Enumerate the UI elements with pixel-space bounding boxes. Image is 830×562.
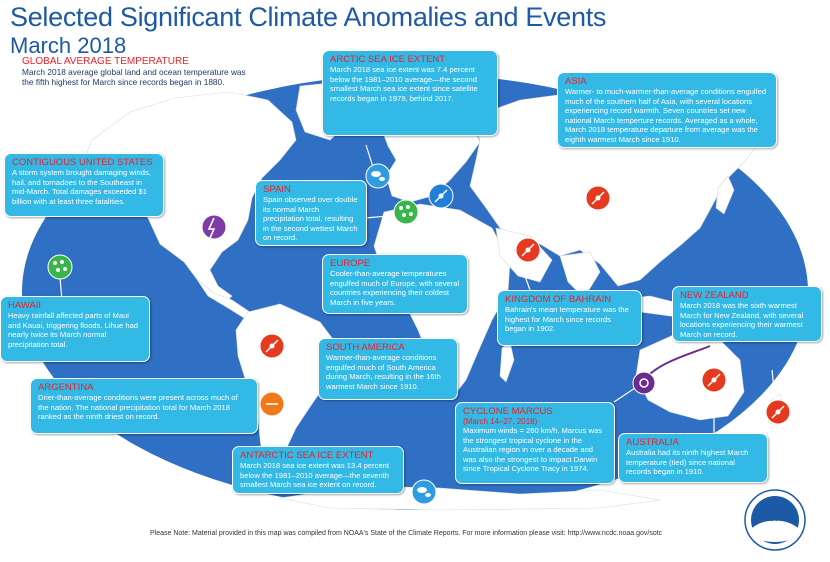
argentina-text: Drier-than-average conditions were prese… <box>38 393 238 422</box>
argentina-title: ARGENTINA <box>38 382 94 393</box>
sea-ice-icon <box>411 479 437 505</box>
warm-temperature-icon <box>515 237 541 263</box>
cyclone-marcus-text: Maximum winds = 260 km/h. Marcus was the… <box>463 426 603 474</box>
asia-callout: ASIA Warmer- to much-warmer-than-average… <box>557 72 777 148</box>
severe-storm-icon <box>201 214 227 240</box>
spain-title: SPAIN <box>263 184 291 195</box>
south-america-callout: SOUTH AMERICA Warmer-than-average condit… <box>318 338 458 400</box>
japan-land <box>715 175 735 215</box>
asia-text: Warmer- to much-warmer-than-average cond… <box>565 87 767 144</box>
hawaii-title: HAWAII <box>8 300 42 311</box>
noaa-logo-text: NOAA <box>761 513 789 523</box>
bahrain-callout: KINGDOM OF BAHRAIN Bahrain's mean temper… <box>497 290 642 346</box>
noaa-logo <box>744 489 806 551</box>
spain-callout: SPAIN Spain observed over double its nor… <box>255 180 367 246</box>
map-title: Selected Significant Climate Anomalies a… <box>10 2 607 32</box>
cyclone-marcus-callout: CYCLONE MARCUS (March 14–27, 2018) Maxim… <box>455 402 615 484</box>
conus-text: A storm system brought damaging winds, h… <box>12 168 151 206</box>
tropical-cyclone-icon <box>632 371 656 395</box>
hawaii-callout: HAWAII Heavy rainfall affected parts of … <box>0 296 150 362</box>
antarctic-callout: ANTARCTIC SEA ICE EXTENT March 2018 sea … <box>232 446 404 494</box>
cool-temperature-icon <box>428 183 454 209</box>
cyclone-marcus-dates: (March 14–27, 2018) <box>463 417 538 426</box>
bahrain-text: Bahrain's mean temperature was the highe… <box>505 305 629 334</box>
conus-title: CONTIGUOUS UNITED STATES <box>12 157 153 168</box>
new-zealand-title: NEW ZEALAND <box>680 290 749 301</box>
new-zealand-text: March 2018 was the sixth warmest March f… <box>680 301 804 339</box>
conus-callout: CONTIGUOUS UNITED STATES A storm system … <box>4 153 164 217</box>
arctic-text: March 2018 sea ice extent was 7.4 percen… <box>330 65 478 103</box>
sea-ice-icon <box>365 163 391 189</box>
south-america-title: SOUTH AMERICA <box>326 342 405 353</box>
bahrain-title: KINGDOM OF BAHRAIN <box>505 294 612 305</box>
antarctic-title: ANTARCTIC SEA ICE EXTENT <box>240 450 374 461</box>
dry-precipitation-icon <box>259 391 285 417</box>
antarctic-text: March 2018 sea ice extent was 13.4 perce… <box>240 461 390 490</box>
asia-title: ASIA <box>565 76 587 87</box>
arctic-callout: ARCTIC SEA ICE EXTENT March 2018 sea ice… <box>322 50 498 136</box>
warm-temperature-icon <box>259 333 285 359</box>
australia-text: Australia had its ninth highest March te… <box>626 448 749 477</box>
south-america-text: Warmer-than-average conditions engulfed … <box>326 353 441 391</box>
argentina-callout: ARGENTINA Drier-than-average conditions … <box>30 378 258 434</box>
cyclone-marcus-title: CYCLONE MARCUS <box>463 406 553 417</box>
new-zealand-callout: NEW ZEALAND March 2018 was the sixth war… <box>672 286 822 342</box>
spain-text: Spain observed over double its normal Ma… <box>263 195 358 243</box>
europe-callout: EUROPE Cooler-than-average temperatures … <box>322 254 468 314</box>
global-temp-text: March 2018 average global land and ocean… <box>22 67 246 87</box>
warm-temperature-icon <box>765 399 791 425</box>
map-subtitle: March 2018 <box>10 33 127 58</box>
wet-precipitation-icon <box>393 199 419 225</box>
source-note: Please Note: Material provided in this m… <box>150 530 663 537</box>
warm-temperature-icon <box>701 367 727 393</box>
europe-title: EUROPE <box>330 258 371 269</box>
europe-text: Cooler-than-average temperatures engulfe… <box>330 269 460 307</box>
warm-temperature-icon <box>585 185 611 211</box>
australia-title: AUSTRALIA <box>626 437 679 448</box>
hawaii-text: Heavy rainfall affected parts of Maui an… <box>8 311 139 349</box>
wet-precipitation-icon <box>47 254 73 280</box>
australia-callout: AUSTRALIA Australia had its ninth highes… <box>618 433 768 483</box>
global-temp-heading: GLOBAL AVERAGE TEMPERATURE <box>22 56 189 67</box>
arctic-title: ARCTIC SEA ICE EXTENT <box>330 54 446 65</box>
